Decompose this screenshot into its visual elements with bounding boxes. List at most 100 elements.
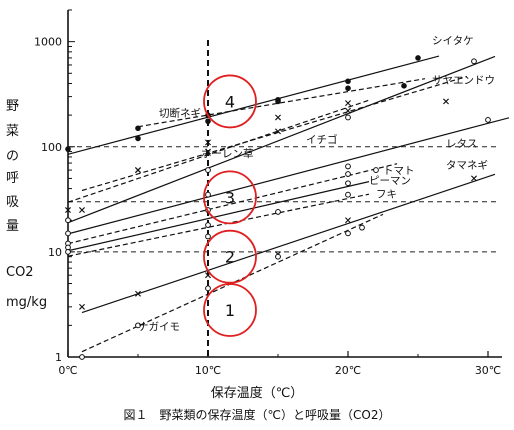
tick-labels: 1 10 100 1000 0℃ 10℃ 20℃ 30℃ [34, 36, 501, 377]
data-point [65, 248, 71, 255]
data-point [205, 191, 211, 198]
zone-circle [203, 74, 257, 129]
data-point [135, 322, 141, 329]
data-point [345, 171, 351, 177]
data-point [135, 290, 141, 297]
series-line [67, 193, 370, 257]
y-axis-title-part: 吸 [6, 195, 20, 210]
y-axis-title-part: 呼 [6, 171, 20, 186]
data-point [275, 209, 281, 215]
series-line [67, 55, 496, 224]
data-point [275, 253, 281, 260]
series-group: トマト [65, 163, 415, 247]
data-point [275, 114, 281, 121]
zone-circle [203, 170, 257, 225]
x-tick-label: 20℃ [335, 364, 361, 377]
y-axis-title-part: 野 [6, 99, 20, 114]
series-line [81, 75, 468, 192]
zone-circle [203, 229, 257, 284]
data-point [135, 125, 141, 132]
y-axis-title-part: の [6, 149, 20, 164]
data-point [275, 128, 281, 135]
y-axis-title-part: mg/kg [6, 295, 48, 310]
series-label: イチゴ [306, 133, 338, 146]
series-label: タマネギ [446, 160, 488, 172]
series-group: タマネギ [79, 160, 496, 314]
series-label: 切断ネギ [159, 106, 201, 119]
series-group: シイタケ [65, 35, 474, 155]
series-line [137, 78, 426, 128]
data-point [205, 118, 211, 125]
data-point [135, 135, 141, 142]
series-group: イチゴ [79, 75, 468, 214]
y-axis-title-part: 量 [6, 219, 20, 234]
series-label: トマト [383, 165, 415, 177]
data-point [65, 230, 71, 237]
y-axis-title-part: 菜 [6, 124, 20, 139]
data-point [205, 222, 211, 228]
data-point [345, 163, 351, 170]
data-point [345, 85, 351, 92]
series-line [67, 163, 398, 245]
series-group: フキ [65, 188, 397, 257]
data-point [345, 217, 351, 224]
data-point [79, 354, 85, 360]
series-line [81, 173, 496, 314]
data-point [135, 167, 141, 174]
series-line [67, 181, 370, 252]
series-group: サヤエンドウ [65, 55, 496, 224]
data-point [205, 285, 211, 292]
series-group: レタス [65, 117, 510, 237]
series-group: ホーレン草 [65, 99, 370, 214]
data-point [345, 107, 351, 114]
zones-layer: 1 2 3 4 [203, 74, 257, 337]
y-tick-label: 100 [41, 141, 62, 154]
data-point [471, 175, 477, 182]
data-point [65, 146, 71, 152]
data-point [275, 98, 281, 105]
data-point [401, 83, 407, 89]
series-label: レタス [446, 138, 478, 150]
data-point [345, 191, 351, 198]
data-point [345, 78, 351, 85]
zone-number: 3 [225, 188, 235, 207]
series-line [67, 117, 510, 235]
series-label: ナガイモ [138, 321, 180, 333]
chart-axes [67, 9, 502, 358]
zone-number: 4 [225, 92, 235, 111]
x-tick-label: 10℃ [195, 364, 221, 377]
data-point [415, 55, 421, 61]
data-point [205, 233, 211, 240]
data-point [65, 217, 71, 224]
data-point [443, 98, 449, 105]
data-point [65, 207, 71, 214]
series-label: ホーレン草 [201, 148, 254, 160]
y-tick-label: 10 [48, 246, 62, 259]
series-label: シイタケ [432, 35, 474, 47]
data-point [205, 139, 211, 146]
data-point [485, 117, 491, 123]
zone-number: 2 [225, 248, 235, 267]
figure-caption: 図１ 野菜類の保存温度（℃）と呼吸量（CO2） [123, 408, 391, 422]
x-tick-label: 30℃ [475, 364, 501, 377]
zone-circle [203, 283, 257, 337]
series-group: 切断ネギ [135, 78, 426, 132]
data-point [79, 303, 85, 310]
data-point [205, 148, 211, 155]
series-line [67, 99, 370, 203]
data-point [373, 167, 379, 173]
x-tick-label: 0℃ [58, 364, 77, 377]
series-line [81, 213, 384, 353]
data-point [345, 180, 351, 187]
data-point [345, 114, 351, 121]
series-group: ピーマン [65, 175, 411, 252]
series-label: フキ [376, 188, 397, 200]
y-tick-label: 1000 [34, 36, 62, 49]
y-axis-title-part: CO2 [6, 265, 34, 280]
data-point [345, 100, 351, 107]
data-point [205, 167, 211, 173]
series-group: ナガイモ [79, 213, 384, 360]
data-point [471, 58, 477, 65]
